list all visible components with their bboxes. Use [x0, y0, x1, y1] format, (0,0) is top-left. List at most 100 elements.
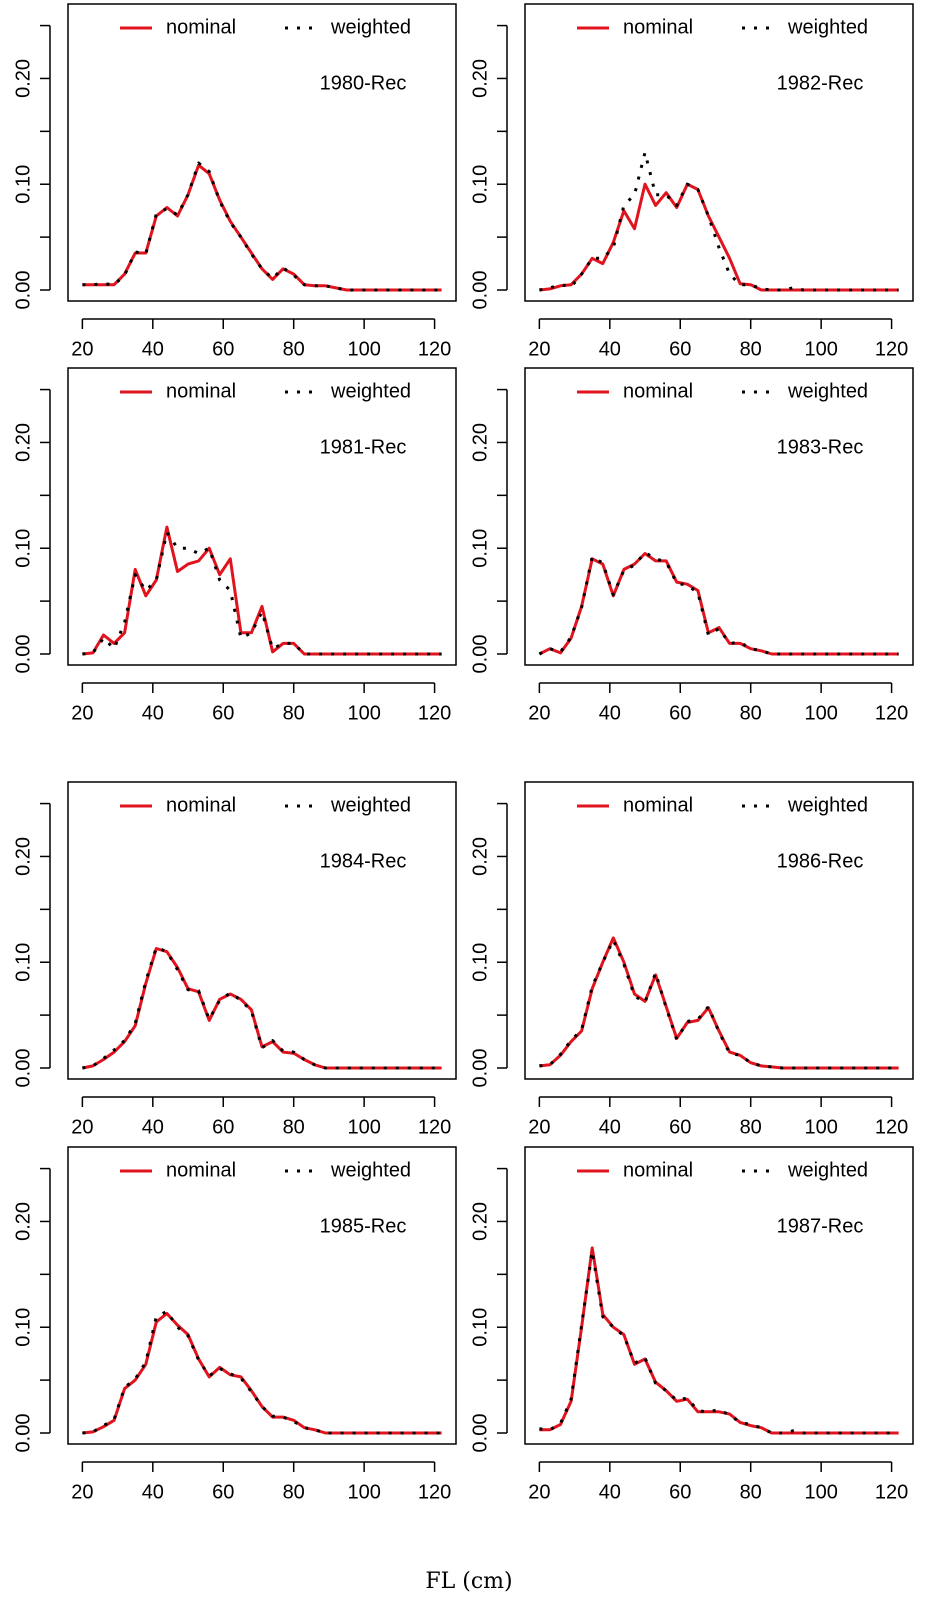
panel: 0.00 0.10 0.20 20 40 60 80 100 120 nominal weighte…: [469, 781, 914, 1138]
panel: 0.00 0.10 0.20 20 40 60 80 100 120 nominal weighte…: [469, 3, 914, 360]
y-tick-label: 0.10: [469, 943, 491, 982]
legend-label: nominal: [623, 16, 693, 38]
x-tick-label: 20: [528, 1116, 550, 1138]
x-tick-label: 120: [418, 702, 451, 724]
legend-label: nominal: [623, 380, 693, 402]
x-tick-label: 120: [418, 1116, 451, 1138]
x-tick-label: 40: [142, 1116, 164, 1138]
data-line: [538, 551, 899, 656]
y-tick-label: 0.00: [469, 271, 491, 310]
data-line: [539, 936, 899, 1070]
x-tick-label: 40: [599, 1481, 621, 1503]
data-line: [539, 182, 899, 292]
x-tick-label: 80: [283, 702, 305, 724]
x-tick-label: 100: [347, 1481, 380, 1503]
plot-frame: [524, 367, 914, 666]
x-tick-label: 60: [212, 1116, 234, 1138]
y-tick-label: 0.00: [469, 1414, 491, 1453]
x-tick-label: 120: [875, 1481, 908, 1503]
x-tick-label: 20: [71, 1116, 93, 1138]
legend-label: weighted: [787, 380, 868, 402]
panel-title: 1983-Rec: [777, 436, 864, 458]
x-tick-label: 40: [599, 702, 621, 724]
legend-label: nominal: [166, 1159, 236, 1181]
y-tick-label: 0.00: [469, 635, 491, 674]
panel: 0.00 0.10 0.20 20 40 60 80 100 120 nominal weighte…: [469, 1146, 914, 1503]
x-tick-label: 40: [142, 338, 164, 360]
y-tick-label: 0.10: [12, 529, 34, 568]
panel-title: 1984-Rec: [320, 850, 407, 872]
x-tick-label: 80: [283, 1116, 305, 1138]
x-tick-label: 20: [528, 338, 550, 360]
y-tick-label: 0.00: [12, 635, 34, 674]
x-tick-label: 20: [528, 1481, 550, 1503]
data-line: [82, 530, 442, 656]
panel-title: 1980-Rec: [320, 72, 407, 94]
plot-frame: [67, 367, 457, 666]
x-tick-label: 60: [212, 702, 234, 724]
x-tick-label: 120: [418, 1481, 451, 1503]
y-tick-label: 0.20: [12, 1202, 34, 1241]
data-line: [539, 151, 899, 292]
x-tick-label: 100: [804, 1116, 837, 1138]
data-line: [82, 947, 442, 1070]
data-line: [539, 938, 899, 1070]
y-tick-label: 0.20: [12, 837, 34, 876]
panel: 0.00 0.10 0.20 20 40 60 80 100 120 nominal weighte…: [469, 367, 914, 724]
panel-title: 1986-Rec: [777, 850, 864, 872]
x-tick-label: 100: [804, 338, 837, 360]
legend-label: weighted: [787, 1159, 868, 1181]
x-tick-label: 80: [283, 338, 305, 360]
x-tick-label: 80: [740, 1116, 762, 1138]
panel-title: 1982-Rec: [777, 72, 864, 94]
y-tick-label: 0.10: [469, 529, 491, 568]
x-tick-label: 120: [875, 338, 908, 360]
x-tick-label: 40: [142, 1481, 164, 1503]
x-tick-label: 100: [347, 702, 380, 724]
x-axis-label: FL (cm): [425, 1569, 512, 1594]
x-tick-label: 20: [528, 702, 550, 724]
x-tick-label: 100: [804, 1481, 837, 1503]
plot-frame: [67, 1146, 457, 1445]
legend-label: weighted: [330, 16, 411, 38]
legend-label: nominal: [623, 794, 693, 816]
x-tick-label: 60: [669, 702, 691, 724]
x-tick-label: 20: [71, 338, 93, 360]
legend-label: weighted: [330, 1159, 411, 1181]
data-line: [538, 552, 899, 656]
plot-frame: [524, 3, 914, 302]
y-tick-label: 0.10: [12, 1308, 34, 1347]
y-tick-label: 0.20: [469, 423, 491, 462]
x-tick-label: 20: [71, 702, 93, 724]
y-tick-label: 0.10: [469, 1308, 491, 1347]
y-tick-label: 0.20: [469, 1202, 491, 1241]
y-tick-label: 0.10: [469, 165, 491, 204]
data-line: [82, 1309, 442, 1435]
x-tick-label: 20: [71, 1481, 93, 1503]
y-tick-label: 0.20: [12, 423, 34, 462]
panel-title: 1981-Rec: [320, 436, 407, 458]
data-line: [82, 525, 442, 656]
legend-label: weighted: [330, 794, 411, 816]
data-line: [82, 163, 442, 292]
legend-label: nominal: [623, 1159, 693, 1181]
legend-label: nominal: [166, 794, 236, 816]
data-line: [82, 945, 442, 1070]
x-tick-label: 60: [212, 1481, 234, 1503]
x-tick-label: 60: [669, 338, 691, 360]
data-line: [539, 1249, 899, 1435]
y-tick-label: 0.20: [12, 59, 34, 98]
legend-label: weighted: [787, 794, 868, 816]
x-tick-label: 100: [347, 338, 380, 360]
panel: 0.00 0.10 0.20 20 40 60 80 100 120 nominal weighte…: [12, 781, 457, 1138]
y-tick-label: 0.00: [12, 1049, 34, 1088]
panel: 0.00 0.10 0.20 20 40 60 80 100 120 nominal weighte…: [12, 3, 457, 360]
y-tick-label: 0.00: [12, 271, 34, 310]
x-tick-label: 40: [599, 1116, 621, 1138]
y-tick-label: 0.00: [469, 1049, 491, 1088]
x-tick-label: 100: [347, 1116, 380, 1138]
legend-label: nominal: [166, 16, 236, 38]
x-tick-label: 120: [418, 338, 451, 360]
